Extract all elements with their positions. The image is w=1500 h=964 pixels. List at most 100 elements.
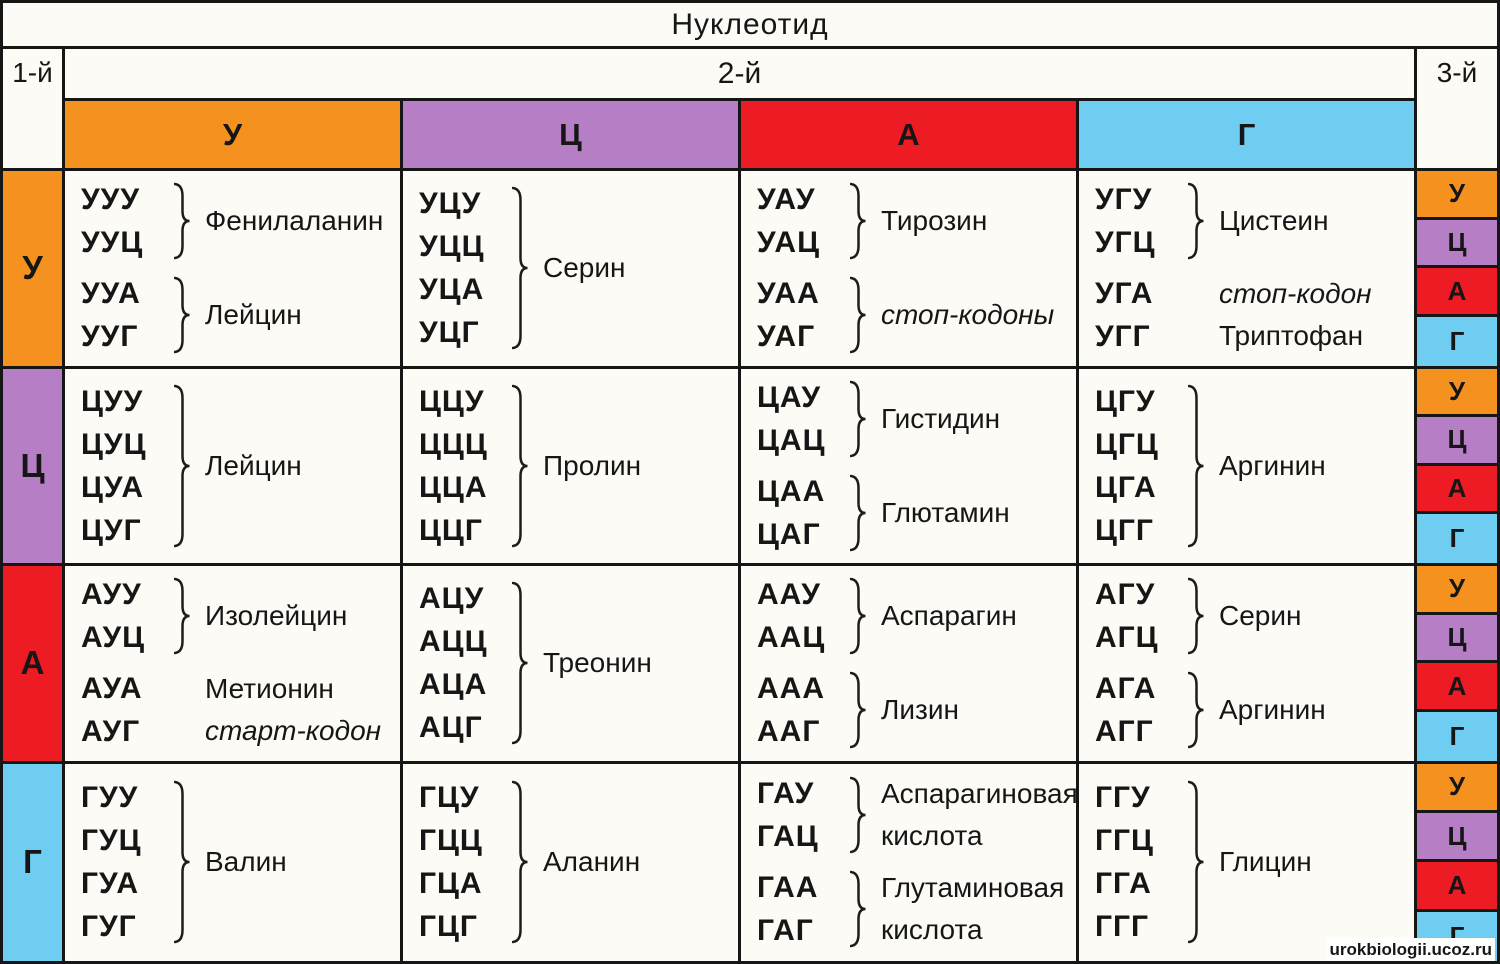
codon-group: ГУУ ГУЦ ГУА ГУГ Валин bbox=[81, 776, 398, 948]
codon-list: ГЦУ ГЦЦ ГЦА ГЦГ bbox=[419, 776, 507, 948]
codon-list: АГА АГГ bbox=[1095, 667, 1183, 753]
codon-cell-AA: ААУ ААЦ Аспарагин ААА ААГ Лизин bbox=[741, 566, 1079, 764]
amino-acid-labels: стоп-кодон Триптофан bbox=[1219, 273, 1372, 357]
codon: ЦАГ bbox=[757, 517, 821, 551]
second-letter-header-A: А bbox=[741, 101, 1079, 171]
codon-group: ЦАУ ЦАЦ Гистидин bbox=[757, 376, 1074, 462]
codon-list: АУА АУГ bbox=[81, 667, 169, 753]
amino-acid-labels: Серин bbox=[543, 247, 625, 289]
amino-acid-label: Аспарагин bbox=[881, 600, 1017, 632]
codon-list: УУУ УУЦ bbox=[81, 178, 169, 264]
bracket-icon bbox=[174, 182, 191, 260]
amino-acid-label: Серин bbox=[543, 252, 626, 284]
first-letter-header-A: А bbox=[3, 566, 65, 764]
amino-acid-label: старт-кодон bbox=[205, 715, 382, 747]
codon: ГАГ bbox=[757, 914, 814, 948]
third-letter-cell-C: Ц bbox=[1417, 614, 1497, 664]
amino-acid-label: Глютамин bbox=[881, 496, 1010, 528]
amino-acid-labels: Глутаминовая кислота bbox=[881, 867, 1064, 951]
amino-acid-label: стоп-кодон bbox=[1219, 278, 1372, 310]
second-letter-header-C: Ц bbox=[403, 101, 741, 171]
codon: ЦЦЦ bbox=[419, 427, 488, 461]
third-letter-cell-C: Ц bbox=[1417, 417, 1497, 466]
first-letter-header-C: Ц bbox=[3, 368, 65, 566]
amino-acid-labels: Гистидин bbox=[881, 398, 1000, 440]
codon-list: УАА УАГ bbox=[757, 272, 845, 358]
codon: ЦУЦ bbox=[81, 427, 147, 461]
codon-group: УАА УАГ стоп-кодоны bbox=[757, 272, 1074, 358]
codon: УАЦ bbox=[757, 226, 820, 260]
bracket-icon bbox=[512, 384, 529, 548]
codon: ЦУА bbox=[81, 470, 144, 504]
codon: УЦГ bbox=[419, 316, 480, 350]
bracket-icon bbox=[1188, 182, 1205, 260]
first-letter-header-U: У bbox=[3, 171, 65, 369]
codon-cell-UA: УАУ УАЦ Тирозин УАА УАГ стоп-кодоны bbox=[741, 171, 1079, 369]
amino-acid-label: Валин bbox=[205, 846, 287, 878]
codon-cell-GA: ГАУ ГАЦ Аспарагиновая кислота ГАА ГАГ Глутамин… bbox=[741, 763, 1079, 961]
bracket-icon bbox=[174, 577, 191, 655]
table-title: Нуклеотид bbox=[3, 3, 1497, 49]
amino-acid-label: стоп-кодоны bbox=[881, 299, 1055, 331]
codon: УГУ bbox=[1095, 183, 1153, 217]
codon: ГАЦ bbox=[757, 820, 819, 854]
first-nucleotide-axis-label: 1-й bbox=[3, 49, 65, 171]
amino-acid-labels: Цистеин bbox=[1219, 200, 1329, 242]
amino-acid-labels: Изолейцин bbox=[205, 595, 347, 637]
codon: ААА bbox=[757, 672, 825, 706]
codon: АУА bbox=[81, 672, 143, 706]
codon: ГГА bbox=[1095, 867, 1152, 901]
codon: ГУГ bbox=[81, 910, 137, 944]
third-letter-cell-G: Г bbox=[1417, 514, 1497, 563]
codon: АУУ bbox=[81, 578, 142, 612]
codon-list: ЦГУ ЦГЦ ЦГА ЦГГ bbox=[1095, 380, 1183, 552]
codon: ГАА bbox=[757, 871, 819, 905]
codon-group: ААА ААГ Лизин bbox=[757, 667, 1074, 753]
codon-list: ЦАА ЦАГ bbox=[757, 470, 845, 556]
codon-list: ААУ ААЦ bbox=[757, 573, 845, 659]
bracket-icon bbox=[850, 870, 867, 948]
codon: УГГ bbox=[1095, 320, 1151, 354]
codon-cell-GU: ГУУ ГУЦ ГУА ГУГ Валин bbox=[65, 763, 403, 961]
codon-cell-CA: ЦАУ ЦАЦ Гистидин ЦАА ЦАГ Глютамин bbox=[741, 368, 1079, 566]
bracket-icon bbox=[174, 384, 191, 548]
amino-acid-label: Гистидин bbox=[881, 402, 1001, 434]
codon: ГАУ bbox=[757, 777, 815, 811]
codon-cell-UC: УЦУ УЦЦ УЦА УЦГ Серин bbox=[403, 171, 741, 369]
codon: ААГ bbox=[757, 715, 821, 749]
codon: УАГ bbox=[757, 320, 816, 354]
codon: УГЦ bbox=[1095, 226, 1156, 260]
codon-list: ГУУ ГУЦ ГУА ГУГ bbox=[81, 776, 169, 948]
codon-group: ГЦУ ГЦЦ ГЦА ГЦГ Аланин bbox=[419, 776, 736, 948]
first-letter-header-G: Г bbox=[3, 763, 65, 961]
amino-acid-labels: Лейцин bbox=[205, 445, 302, 487]
amino-acid-label: Тирозин bbox=[881, 205, 988, 237]
codon-group: ЦГУ ЦГЦ ЦГА ЦГГ Аргинин bbox=[1095, 380, 1412, 552]
bracket-icon bbox=[850, 182, 867, 260]
codon: АГА bbox=[1095, 672, 1157, 706]
bracket-icon bbox=[174, 780, 191, 944]
codon-list: АЦУ АЦЦ АЦА АЦГ bbox=[419, 577, 507, 749]
codon-list: ЦЦУ ЦЦЦ ЦЦА ЦЦГ bbox=[419, 380, 507, 552]
amino-acid-label: Лизин bbox=[881, 694, 959, 726]
codon-group: УГА УГГ стоп-кодон Триптофан bbox=[1095, 272, 1412, 358]
codon-list: УАУ УАЦ bbox=[757, 178, 845, 264]
codon: ГГГ bbox=[1095, 910, 1150, 944]
codon: ГЦУ bbox=[419, 781, 480, 815]
codon-group: ГАУ ГАЦ Аспарагиновая кислота bbox=[757, 772, 1076, 858]
amino-acid-label: Треонин bbox=[543, 647, 652, 679]
amino-acid-labels: Валин bbox=[205, 841, 287, 883]
second-nucleotide-axis-label: 2-й bbox=[65, 49, 1417, 101]
amino-acid-labels: Аргинин bbox=[1219, 689, 1326, 731]
amino-acid-labels: Треонин bbox=[543, 642, 652, 684]
third-letter-cell-C: Ц bbox=[1417, 812, 1497, 863]
watermark-url: urokbiologii.ucoz.ru bbox=[1326, 938, 1495, 961]
amino-acid-labels: Серин bbox=[1219, 595, 1301, 637]
third-nucleotide-axis-label: 3-й bbox=[1417, 49, 1497, 171]
codon: ЦУГ bbox=[81, 513, 142, 547]
codon: АЦЦ bbox=[419, 625, 488, 659]
bracket-icon bbox=[1188, 384, 1205, 548]
codon: АГЦ bbox=[1095, 621, 1159, 655]
amino-acid-label: Лейцин bbox=[205, 449, 302, 481]
